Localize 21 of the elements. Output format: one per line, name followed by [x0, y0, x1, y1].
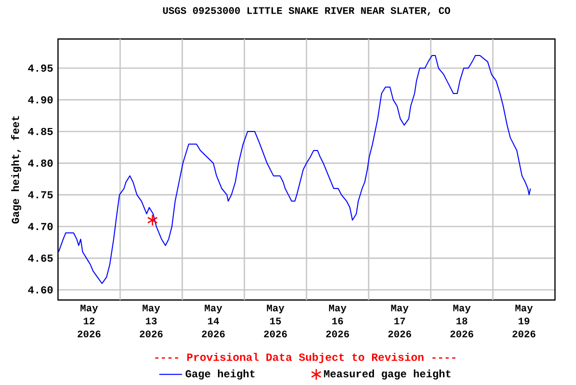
text: ---- Provisional Data Subject to Revision ---- [155, 353, 456, 364]
x-tick-label: May 17 2026 [388, 304, 412, 338]
legend-label: Measured gage height [324, 370, 451, 380]
x-tick-label: May 15 2026 [264, 304, 287, 338]
x-tick-label: May 14 2026 [202, 304, 225, 338]
y-tick-label: 4.65 [28, 254, 53, 262]
y-tick-label: 4.80 [28, 160, 53, 167]
y-tick-label: 4.75 [28, 191, 53, 199]
x-tick-label: May 12 2026 [78, 304, 101, 338]
x-tick-label: May 18 2026 [450, 304, 474, 338]
y-tick-label: 4.95 [28, 64, 53, 72]
y-tick-label: 4.70 [28, 223, 53, 230]
x-tick-label: May 13 2026 [140, 304, 163, 338]
x-tick-label: May 16 2026 [326, 304, 349, 338]
y-axis-title: Gage height, feet [11, 116, 22, 224]
chart-title: USGS 09253000 LITTLE SNAKE RIVER NEAR SLATER, CO [163, 7, 450, 16]
legend-label: Gage height [186, 370, 255, 380]
y-tick-label: 4.85 [28, 128, 53, 136]
y-tick-label: 4.60 [28, 286, 53, 294]
x-tick-label: May 19 2026 [512, 304, 536, 338]
y-tick-label: 4.90 [28, 96, 53, 104]
